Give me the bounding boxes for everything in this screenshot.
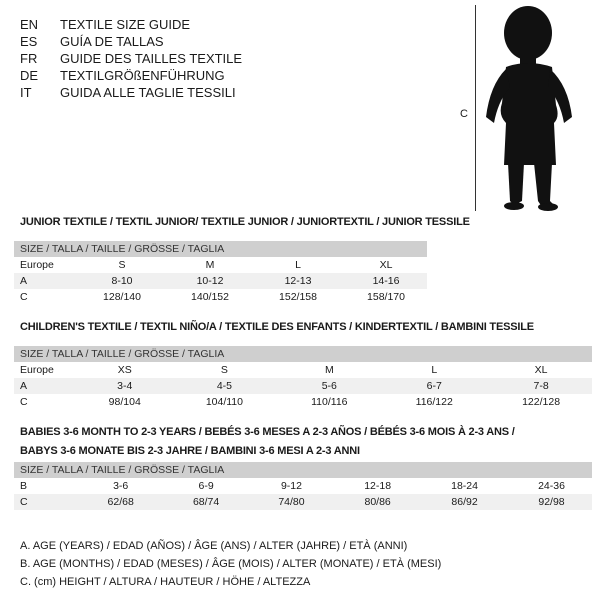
- lang-code: EN: [20, 17, 39, 32]
- cell: 6-7: [378, 378, 485, 394]
- cell: 3-4: [75, 378, 169, 394]
- cell: L: [295, 259, 301, 271]
- cell: 104/110: [205, 396, 243, 408]
- junior-size-table: SIZE / TALLA / TAILLE / GRÖSSE / TAGLIA …: [14, 241, 427, 305]
- cell: 152/158: [279, 291, 317, 303]
- cell: 92/98: [505, 494, 592, 510]
- language-titles: EN TEXTILE SIZE GUIDE ES GUÍA DE TALLAS FR…: [20, 16, 242, 101]
- legend-c: C. (cm) HEIGHT / ALTURA / HAUTEUR / HÖHE…: [20, 576, 311, 588]
- cell: 14-16: [339, 273, 427, 289]
- cell: 12-13: [251, 273, 339, 289]
- row-label: Europe: [20, 259, 54, 271]
- cell: 62/68: [75, 494, 161, 510]
- cell: 86/92: [418, 494, 506, 510]
- row-label: B: [20, 480, 28, 492]
- row-label: Europe: [20, 364, 54, 376]
- cell: 7-8: [484, 378, 592, 394]
- babies-title-line2: BABYS 3-6 MONATE BIS 2-3 JAHRE / BAMBINI…: [20, 445, 360, 457]
- cell: 80/86: [331, 494, 419, 510]
- children-size-table: SIZE / TALLA / TAILLE / GRÖSSE / TAGLIA …: [14, 346, 592, 410]
- cell: 110/116: [311, 396, 348, 408]
- cell: 98/104: [108, 396, 141, 408]
- row-label: A: [14, 378, 75, 394]
- cell: 158/170: [367, 291, 405, 303]
- cell: S: [118, 259, 126, 271]
- row-label: C: [20, 396, 28, 408]
- row-label: C: [20, 291, 28, 303]
- cell: 6-9: [198, 480, 214, 492]
- cell: 68/74: [160, 494, 246, 510]
- cell: M: [205, 259, 215, 271]
- cell: 18-24: [451, 480, 478, 492]
- cell: M: [324, 364, 334, 376]
- children-title: CHILDREN'S TEXTILE / TEXTIL NIÑO/A / TEX…: [20, 321, 534, 333]
- lang-title: GUIDE DES TAILLES TEXTILE: [60, 51, 243, 66]
- cell: 4-5: [168, 378, 275, 394]
- lang-code: DE: [20, 68, 39, 83]
- lang-title: TEXTILGRÖßENFÜHRUNG: [60, 68, 225, 83]
- cell: 9-12: [280, 480, 302, 492]
- cell: 140/152: [191, 291, 229, 303]
- cell: 116/122: [415, 396, 453, 408]
- cell: 128/140: [103, 291, 141, 303]
- size-header: SIZE / TALLA / TAILLE / GRÖSSE / TAGLIA: [14, 346, 592, 362]
- row-label: A: [14, 273, 75, 289]
- lang-title: GUIDA ALLE TAGLIE TESSILI: [60, 85, 236, 100]
- babies-title-line1: BABIES 3-6 MONTH TO 2-3 YEARS / BEBÉS 3-…: [20, 426, 515, 438]
- cell: 12-18: [364, 480, 392, 492]
- legend-b: B. AGE (MONTHS) / EDAD (MESES) / ÂGE (MO…: [20, 558, 442, 570]
- child-silhouette-icon: [486, 6, 572, 211]
- cell: 74/80: [245, 494, 332, 510]
- cell: 3-6: [113, 480, 129, 492]
- row-label: C: [14, 494, 75, 510]
- babies-size-table: SIZE / TALLA / TAILLE / GRÖSSE / TAGLIA …: [14, 462, 592, 510]
- cell: 24-36: [538, 480, 565, 492]
- legend-a: A. AGE (YEARS) / EDAD (AÑOS) / ÂGE (ANS)…: [20, 540, 408, 552]
- size-header: SIZE / TALLA / TAILLE / GRÖSSE / TAGLIA: [14, 241, 427, 257]
- babies-title: BABIES 3-6 MONTH TO 2-3 YEARS / BEBÉS 3-…: [20, 424, 515, 459]
- cell: L: [431, 364, 438, 376]
- height-line: [475, 5, 476, 211]
- cell: XL: [534, 364, 548, 376]
- lang-code: FR: [20, 51, 38, 66]
- junior-title: JUNIOR TEXTILE / TEXTIL JUNIOR/ TEXTILE …: [20, 216, 470, 228]
- lang-code: ES: [20, 34, 38, 49]
- cell: 5-6: [274, 378, 379, 394]
- height-label: C: [460, 108, 468, 120]
- cell: XL: [379, 259, 393, 271]
- lang-title: GUÍA DE TALLAS: [60, 34, 164, 49]
- cell: XS: [117, 364, 132, 376]
- lang-title: TEXTILE SIZE GUIDE: [60, 17, 191, 32]
- cell: 122/128: [522, 396, 561, 408]
- cell: 10-12: [163, 273, 251, 289]
- cell: S: [220, 364, 228, 376]
- legend: A. AGE (YEARS) / EDAD (AÑOS) / ÂGE (ANS)…: [20, 537, 441, 591]
- lang-code: IT: [20, 85, 32, 100]
- cell: 8-10: [75, 273, 163, 289]
- size-header: SIZE / TALLA / TAILLE / GRÖSSE / TAGLIA: [14, 462, 592, 478]
